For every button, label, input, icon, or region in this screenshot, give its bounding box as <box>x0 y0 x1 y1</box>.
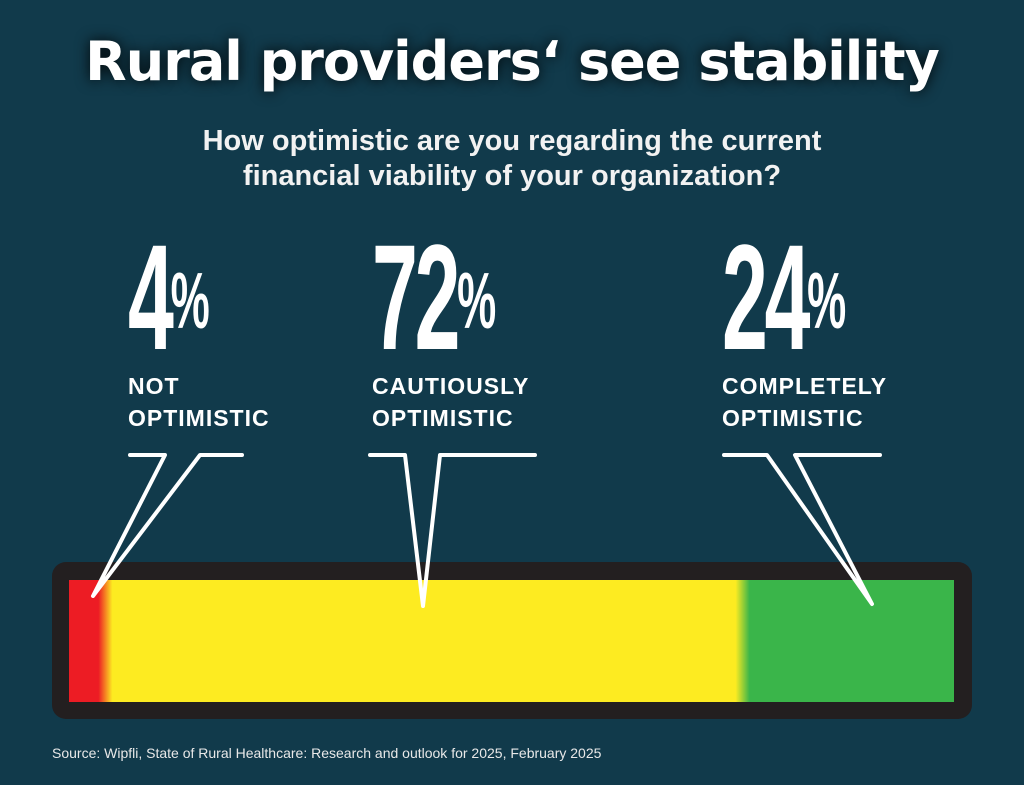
stat-cautiously-optimistic: 72% CAUTIOUSLY OPTIMISTIC <box>372 213 598 431</box>
chart-subtitle: How optimistic are you regarding the cur… <box>0 124 1024 194</box>
stat-label: COMPLETELY OPTIMISTIC <box>722 373 888 431</box>
source-note: Source: Wipfli, State of Rural Healthcar… <box>52 745 602 761</box>
stat-label: CAUTIOUSLY OPTIMISTIC <box>372 373 530 431</box>
stat-value: 4% <box>128 213 210 381</box>
stat-completely-optimistic: 24% COMPLETELY OPTIMISTIC <box>722 213 948 431</box>
stat-value: 24% <box>722 213 847 381</box>
stat-value: 72% <box>372 213 497 381</box>
callout-pointer-completely-optimistic <box>722 453 882 606</box>
callout-pointer-not-optimistic <box>91 453 244 598</box>
segment-blend <box>98 580 113 702</box>
chart-title: Rural providers‘ see stability <box>85 30 940 93</box>
bar-segment-completely-optimistic <box>741 580 954 702</box>
subtitle-line-2: financial viability of your organization… <box>242 160 782 192</box>
stat-label: NOT OPTIMISTIC <box>128 373 270 431</box>
callout-pointer-cautiously-optimistic <box>368 453 537 608</box>
segment-blend <box>735 580 750 702</box>
subtitle-line-1: How optimistic are you regarding the cur… <box>202 125 822 157</box>
stat-not-optimistic: 4% NOT OPTIMISTIC <box>128 213 277 431</box>
